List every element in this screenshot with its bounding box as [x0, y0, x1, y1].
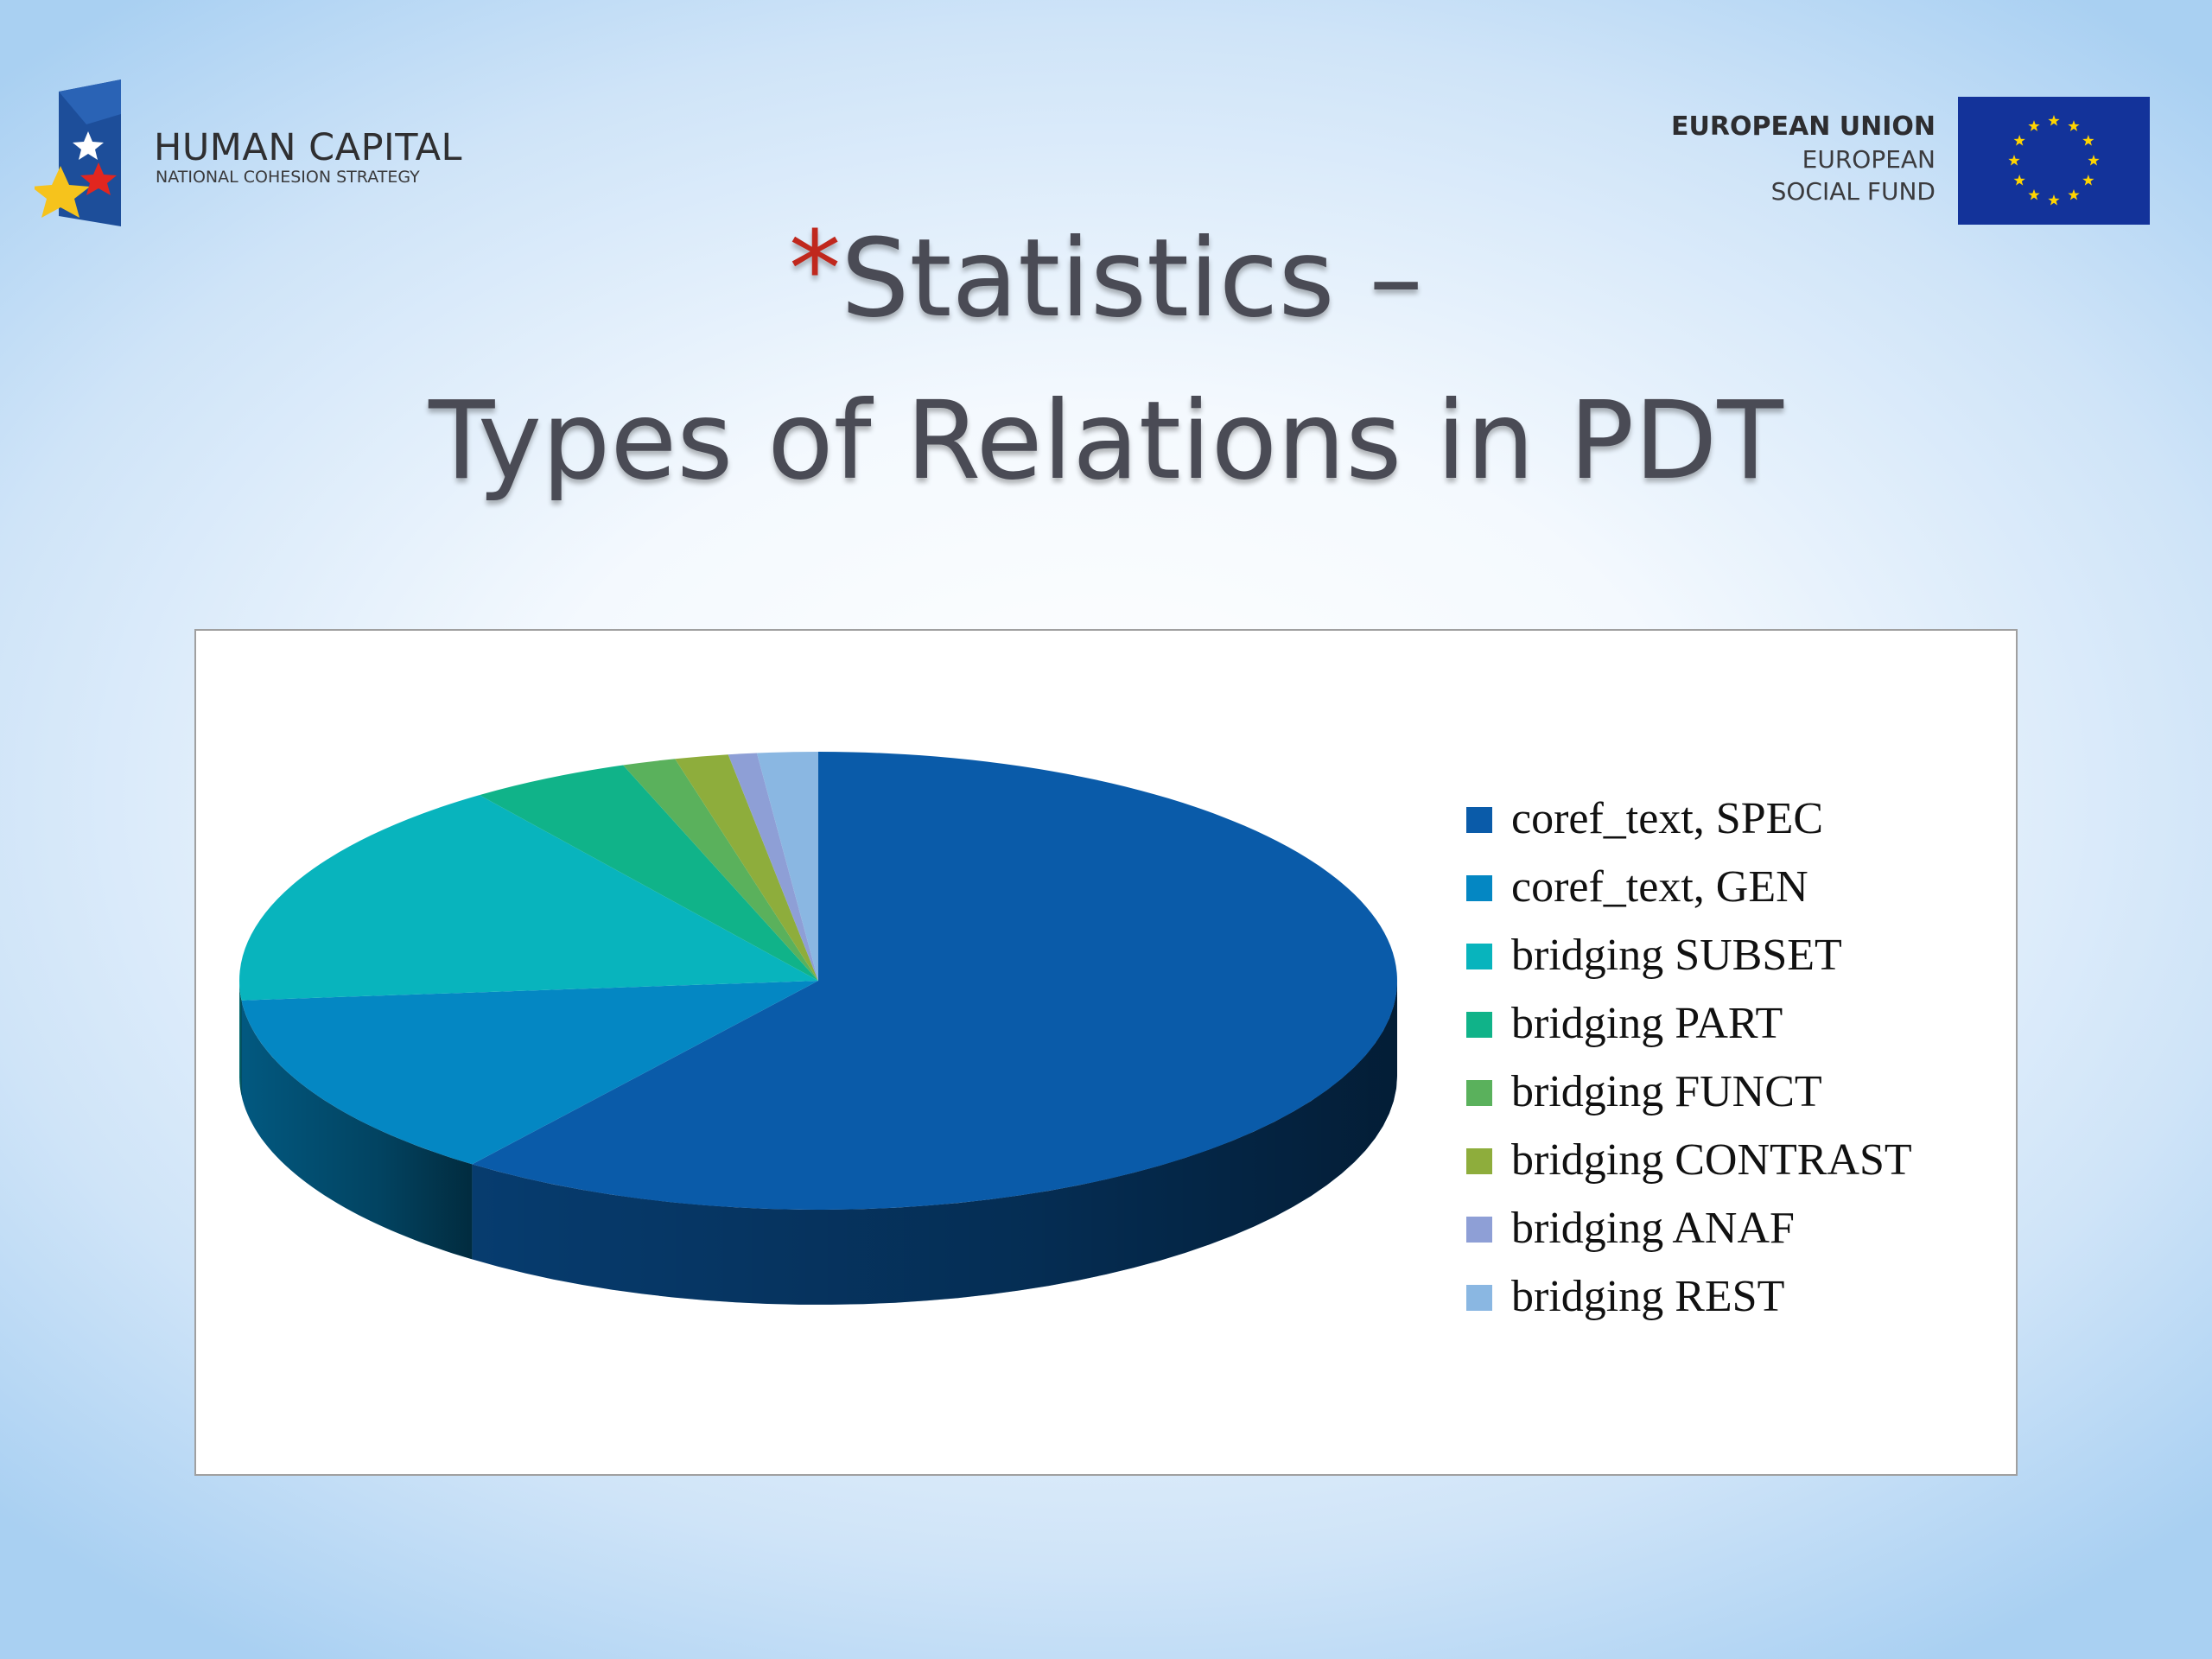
legend-label: bridging PART: [1511, 999, 1783, 1048]
eu-star-icon: [2013, 135, 2025, 146]
pie-side-shade: [241, 1000, 473, 1260]
title-line-1: Statistics –: [841, 216, 1423, 341]
legend-swatch: [1466, 1012, 1492, 1038]
human-capital-logo: HUMAN CAPITAL NATIONAL COHESION STRATEGY: [35, 79, 501, 226]
pie-slice-bridging-part: [479, 765, 818, 981]
legend-label: coref_text, SPEC: [1511, 794, 1824, 843]
legend-swatch: [1466, 1285, 1492, 1311]
pie-slice-coref-text-gen: [241, 981, 818, 1165]
pie-slice-coref-text-spec: [472, 752, 1397, 1210]
legend-label: bridging FUNCT: [1511, 1067, 1822, 1116]
legend-label: coref_text, GEN: [1511, 862, 1808, 912]
pie-chart: [239, 752, 1397, 1305]
pie-side-shade: [239, 981, 242, 1096]
human-capital-subtitle: NATIONAL COHESION STRATEGY: [156, 168, 420, 187]
eu-star-icon: [2082, 175, 2094, 186]
pie-slice-bridging-rest: [756, 752, 818, 981]
pie-slice-bridging-funct: [623, 759, 818, 981]
eu-star-icon: [2068, 188, 2080, 200]
eu-logo-line3: SOCIAL FUND: [1770, 177, 1936, 206]
eu-star-icon: [2028, 188, 2040, 200]
eu-star-icon: [2048, 115, 2060, 126]
slide-title: *Statistics – Types of Relations in PDT: [0, 199, 2212, 522]
legend-swatch: [1466, 1148, 1492, 1174]
human-capital-flag-icon: [35, 79, 121, 226]
legend-swatch: [1466, 944, 1492, 969]
eu-star-icon: [2068, 120, 2080, 131]
eu-star-icon: [2088, 155, 2100, 166]
eu-logo: EUROPEAN UNION EUROPEAN SOCIAL FUND: [1671, 95, 2152, 225]
pie-slice-bridging-subset: [239, 795, 818, 1001]
eu-logo-line1: EUROPEAN UNION: [1671, 111, 1936, 142]
legend-swatch: [1466, 875, 1492, 901]
chart-frame: coref_text, SPEC coref_text, GEN bridging …: [194, 629, 2018, 1476]
legend-label: bridging ANAF: [1511, 1204, 1795, 1253]
legend-swatch: [1466, 1217, 1492, 1243]
pie-slice-bridging-contrast: [675, 754, 818, 981]
legend-swatch: [1466, 1080, 1492, 1106]
eu-flag-icon: [1958, 97, 2150, 225]
pie-side-shade: [472, 981, 1397, 1305]
title-bullet-icon: *: [789, 210, 842, 330]
eu-logo-line2: EUROPEAN: [1802, 145, 1936, 174]
legend-label: bridging CONTRAST: [1511, 1135, 1912, 1185]
eu-star-icon: [2048, 194, 2060, 206]
legend-swatch: [1466, 807, 1492, 833]
eu-star-icon: [2013, 175, 2025, 186]
eu-star-icon: [2028, 120, 2040, 131]
eu-star-icon: [2008, 155, 2020, 166]
legend-label: bridging REST: [1511, 1272, 1785, 1321]
pie-slice-bridging-anaf: [728, 753, 818, 981]
human-capital-title: HUMAN CAPITAL: [154, 126, 463, 169]
eu-star-icon: [2082, 135, 2094, 146]
title-line-2: Types of Relations in PDT: [429, 378, 1783, 504]
legend-label: bridging SUBSET: [1511, 931, 1842, 980]
